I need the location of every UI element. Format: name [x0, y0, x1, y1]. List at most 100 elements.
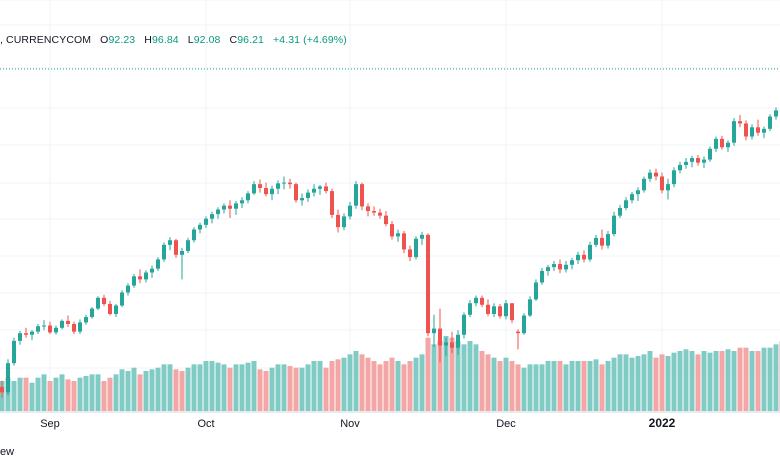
candle	[474, 296, 478, 307]
candle	[6, 359, 10, 395]
candle	[30, 330, 34, 340]
close-value: 96.21	[237, 34, 264, 46]
candle	[300, 193, 304, 205]
volume-bar	[48, 381, 53, 411]
volume-bar	[288, 366, 293, 411]
volume-bar	[54, 378, 59, 411]
volume-bar	[498, 361, 503, 411]
candle-body	[510, 303, 514, 320]
volume-bar	[306, 364, 311, 411]
candle-body	[48, 326, 52, 333]
candle	[174, 239, 178, 258]
volume-bar	[228, 368, 233, 411]
symbol-label: , CURRENCYCOM	[0, 34, 91, 46]
candle-body	[726, 143, 730, 148]
candle	[48, 322, 52, 334]
candle-body	[564, 265, 568, 270]
candle-body	[624, 200, 628, 208]
volume-bar	[624, 354, 629, 411]
ohlc-legend: , CURRENCYCOM O92.23 H96.84 L92.08 C96.2…	[0, 30, 347, 50]
candle-body	[282, 183, 286, 184]
volume-bar	[762, 348, 767, 411]
candle	[426, 233, 430, 336]
volume-bar	[240, 364, 245, 411]
volume-bar	[390, 358, 395, 411]
candle-body	[384, 216, 388, 224]
candlesticks	[0, 107, 780, 397]
candle-body	[360, 184, 364, 206]
candle	[750, 124, 754, 139]
candle-body	[102, 298, 106, 304]
candle-body	[288, 183, 292, 185]
volume-bar	[654, 358, 659, 411]
volume-bar	[558, 361, 563, 411]
candle-body	[684, 162, 688, 165]
candle	[312, 184, 316, 196]
candle	[486, 299, 490, 316]
volume-bar	[120, 369, 125, 411]
candle	[504, 300, 508, 319]
candle-body	[258, 184, 262, 188]
volume-bar	[516, 364, 521, 411]
candle	[96, 296, 100, 310]
candle-body	[630, 194, 634, 200]
candle-body	[678, 165, 682, 170]
volume-bar	[156, 368, 161, 411]
volume-bar	[162, 364, 167, 411]
candle-body	[12, 341, 16, 363]
volume-bar	[24, 378, 29, 411]
candle-body	[690, 158, 694, 162]
candle	[594, 235, 598, 247]
candle-body	[234, 203, 238, 208]
volume-bar	[60, 374, 65, 411]
candle	[156, 257, 160, 271]
candle	[384, 211, 388, 226]
candle-body	[216, 210, 220, 215]
candle-body	[438, 329, 442, 346]
candle-body	[252, 184, 256, 193]
volume-bar	[564, 364, 569, 411]
candle-body	[498, 306, 502, 316]
volume-bar	[324, 368, 329, 411]
x-axis: SepOctNovDec2022Feb	[0, 412, 780, 430]
volume-bar	[576, 361, 581, 411]
candle	[516, 329, 520, 349]
volume-bar	[12, 381, 17, 411]
candle	[108, 301, 112, 316]
candle-body	[444, 342, 448, 345]
candle	[480, 296, 484, 308]
volume-bar	[582, 361, 587, 411]
volume-bar	[528, 364, 533, 411]
low-value: 92.08	[194, 34, 221, 46]
volume-bar	[114, 374, 119, 411]
candle-body	[198, 225, 202, 230]
volume-bar	[342, 358, 347, 411]
volume-bar	[696, 354, 701, 411]
candle	[708, 147, 712, 162]
volume-bar	[180, 371, 185, 411]
candle	[510, 303, 514, 323]
volume-bar	[750, 351, 755, 411]
candle	[192, 227, 196, 242]
volume-bar	[270, 368, 275, 411]
candle	[672, 167, 676, 187]
candle-body	[54, 328, 58, 333]
volume-bar	[666, 356, 671, 411]
candle	[582, 250, 586, 262]
volume-bar	[756, 351, 761, 411]
candle-body	[654, 173, 658, 177]
candle-body	[138, 276, 142, 279]
candle	[756, 120, 760, 136]
candle	[642, 176, 646, 192]
volume-bar	[732, 351, 737, 411]
candle-body	[594, 238, 598, 245]
volume-bar	[312, 361, 317, 411]
candle-body	[66, 321, 70, 324]
candle	[180, 248, 184, 279]
candle	[576, 252, 580, 264]
candle-body	[372, 211, 376, 213]
candle-body	[516, 332, 520, 334]
candle	[714, 137, 718, 152]
volume-bar	[420, 354, 425, 411]
